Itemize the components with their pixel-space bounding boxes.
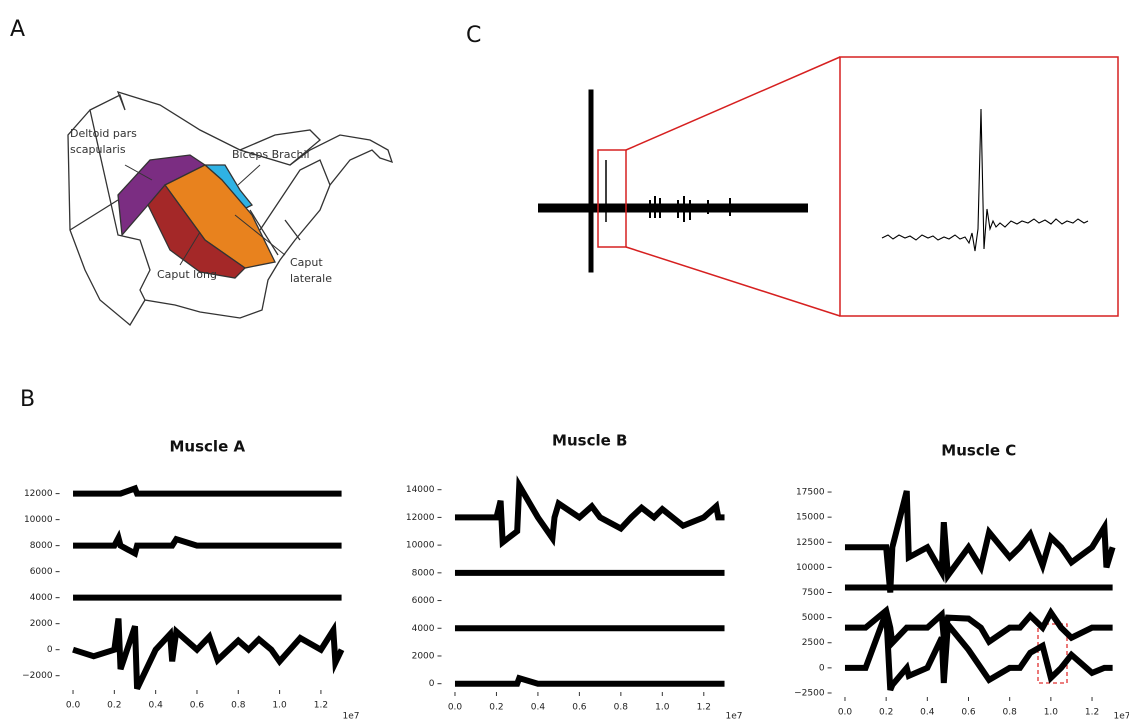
zoom-box (597, 56, 1119, 317)
panel-label: A (10, 17, 25, 42)
y-tick-label: 10000 (24, 515, 53, 525)
y-tick-label: 10000 (406, 541, 435, 551)
x-tick-label: 0.0 (448, 703, 463, 713)
trace (454, 674, 725, 687)
x-tick-label: 0.2 (489, 703, 503, 713)
chart-title: Muscle A (170, 438, 246, 456)
y-tick-label: 12000 (406, 513, 435, 523)
y-tick-label: 15000 (796, 513, 825, 523)
y-tick-label: −2000 (22, 671, 53, 681)
signal-trace (538, 89, 808, 273)
chart-title: Muscle C (941, 442, 1016, 460)
diagram-label: laterale (290, 272, 332, 285)
x-tick-label: 0.2 (107, 701, 121, 711)
y-tick-label: 10000 (796, 563, 825, 573)
arrows (124, 164, 286, 266)
y-tick-label: 0 (819, 663, 825, 673)
x-tick-label: 0.8 (1003, 708, 1018, 718)
diagram-label: scapularis (70, 143, 126, 156)
x-tick-label: 0.8 (231, 701, 246, 711)
x-tick-label: 0.4 (531, 703, 546, 713)
y-tick-label: 14000 (406, 485, 435, 495)
y-tick-label: 17500 (796, 488, 825, 498)
y-tick-label: 6000 (412, 596, 435, 606)
anatomy-diagram (67, 90, 394, 326)
y-tick-label: 4000 (30, 593, 53, 603)
x-offset-label: 1e7 (343, 712, 360, 721)
trace (73, 484, 342, 497)
y-tick-label: 2500 (802, 638, 825, 648)
diagram-label: Caput long (157, 268, 217, 281)
y-tick-label: 6000 (30, 567, 53, 577)
diagram-label: Caput (290, 256, 323, 269)
x-tick-label: 0.0 (838, 708, 853, 718)
x-tick-label: 1.0 (655, 703, 670, 713)
x-tick-label: 1.2 (1085, 708, 1099, 718)
x-tick-label: 0.4 (148, 701, 163, 711)
y-tick-label: 0 (47, 645, 53, 655)
y-tick-label: −2500 (794, 688, 825, 698)
trace (73, 529, 342, 558)
diagram-label: Deltoid pars (70, 127, 137, 140)
y-tick-label: 12000 (24, 489, 53, 499)
x-tick-label: 0.2 (879, 708, 893, 718)
trace (454, 475, 725, 549)
y-tick-label: 2000 (412, 651, 435, 661)
highlight-box (1037, 623, 1068, 684)
y-tick-label: 8000 (412, 568, 435, 578)
trace (844, 611, 1113, 692)
x-tick-label: 1.0 (1044, 708, 1059, 718)
y-tick-label: 0 (429, 679, 435, 689)
zoom-waveform (881, 108, 1089, 252)
panel-label: C (466, 23, 481, 48)
trace (844, 605, 1113, 650)
x-tick-label: 1.2 (697, 703, 711, 713)
x-tick-label: 1.0 (272, 701, 287, 711)
y-tick-label: 4000 (412, 624, 435, 634)
x-tick-label: 0.6 (572, 703, 587, 713)
diagram-label: Biceps Brachii (232, 148, 310, 161)
y-tick-label: 8000 (30, 541, 53, 551)
x-tick-label: 1.2 (314, 701, 328, 711)
x-offset-label: 1e7 (1114, 712, 1129, 721)
x-tick-label: 0.4 (920, 708, 935, 718)
x-tick-label: 0.8 (614, 703, 629, 713)
x-tick-label: 0.0 (66, 701, 81, 711)
y-tick-label: 2000 (30, 619, 53, 629)
y-tick-label: 7500 (802, 588, 825, 598)
trace (844, 490, 1116, 593)
chart-title: Muscle B (552, 432, 627, 450)
panel-label: B (20, 387, 35, 412)
y-tick-label: 12500 (796, 538, 825, 548)
x-tick-label: 0.6 (190, 701, 205, 711)
trace (72, 618, 345, 690)
x-offset-label: 1e7 (726, 712, 743, 721)
x-tick-label: 0.6 (961, 708, 976, 718)
y-tick-label: 5000 (802, 613, 825, 623)
